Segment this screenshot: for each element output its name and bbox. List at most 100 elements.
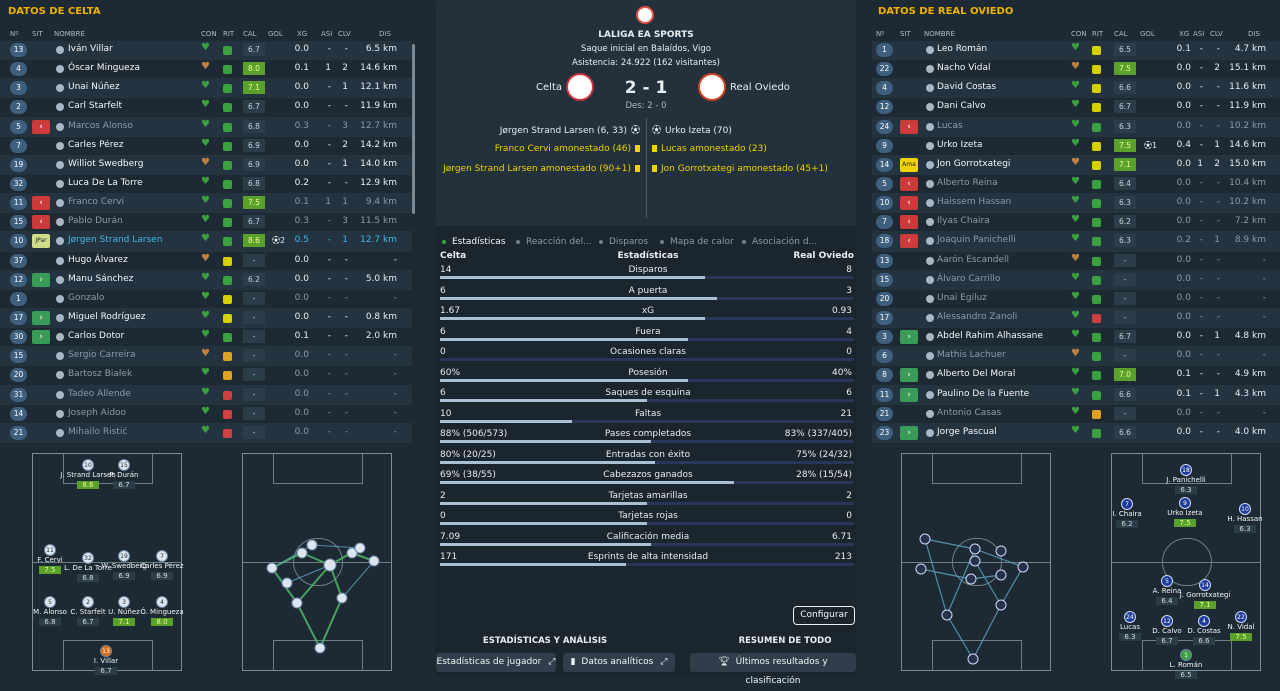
player-row[interactable]: 12 › Manu Sánchez ♥ 6.2 0.0 - - 5.0 km bbox=[0, 270, 412, 290]
player-name[interactable]: Joaquin Panichelli bbox=[937, 235, 1016, 246]
player-name[interactable]: Hugo Álvarez bbox=[68, 254, 128, 265]
formation-player[interactable]: 5 A. Reina 6.4 bbox=[1137, 575, 1197, 606]
player-name[interactable]: Óscar Mingueza bbox=[68, 63, 140, 74]
player-name[interactable]: Bartosz Białek bbox=[68, 369, 133, 380]
player-name[interactable]: Tadeo Allende bbox=[68, 388, 131, 399]
player-name[interactable]: Paulino De la Fuente bbox=[937, 388, 1030, 399]
formation-player[interactable]: 11 F. Cervi 7.5 bbox=[20, 544, 80, 575]
header-asi[interactable]: ASI bbox=[1193, 30, 1205, 38]
header-clv[interactable]: CLV bbox=[1210, 30, 1223, 38]
player-row[interactable]: 21 Mihailo Ristić ♥ - 0.0 - - - bbox=[0, 423, 412, 443]
formation-player[interactable]: 12 D. Calvo 6.7 bbox=[1137, 615, 1197, 646]
player-row[interactable]: 22 Nacho Vidal ♥ 7.5 0.0-2 15.1 km bbox=[872, 60, 1280, 80]
player-name[interactable]: Carles Pérez bbox=[68, 139, 124, 150]
player-row[interactable]: 3 › Abdel Rahim Alhassane ♥ 6.7 0.0-1 4.8 km bbox=[872, 328, 1280, 348]
header-xg[interactable]: XG bbox=[297, 30, 308, 38]
header-dis[interactable]: DIS bbox=[1248, 30, 1260, 38]
player-name[interactable]: Pablo Durán bbox=[68, 216, 123, 227]
player-name[interactable]: Alessandro Zanoli bbox=[937, 311, 1018, 322]
header-dis[interactable]: DIS bbox=[379, 30, 391, 38]
header-asi[interactable]: ASI bbox=[321, 30, 333, 38]
formation-player[interactable]: 10 J. Strand Larsen 8.6 bbox=[58, 459, 118, 490]
player-row[interactable]: 6 Mathis Lachuer ♥ -0.0- - - bbox=[872, 347, 1280, 367]
player-row[interactable]: 30 › Carlos Dotor ♥ - 0.1 - - 2.0 km bbox=[0, 328, 412, 348]
player-row[interactable]: 23 › Jorge Pascual ♥ 6.6 0.0- -4.0 km bbox=[872, 423, 1280, 443]
player-row[interactable]: 4 Óscar Mingueza ♥ 8.0 0.1 1 2 14.6 km bbox=[0, 60, 412, 80]
player-name[interactable]: Marcos Alonso bbox=[68, 120, 133, 131]
configure-button[interactable]: Configurar bbox=[793, 606, 855, 625]
header-clv[interactable]: CLV bbox=[338, 30, 351, 38]
player-name[interactable]: Lucas bbox=[937, 120, 963, 131]
player-name[interactable]: Gonzalo bbox=[68, 292, 105, 303]
player-name[interactable]: Álvaro Carrillo bbox=[937, 273, 1001, 284]
header-sit[interactable]: SIT bbox=[900, 30, 911, 38]
header-rit[interactable]: RIT bbox=[223, 30, 235, 38]
formation-player[interactable]: 2 C. Starfelt 6.7 bbox=[58, 596, 118, 627]
player-row[interactable]: 1 Leo Román ♥ 6.5 0.1- -4.7 km bbox=[872, 41, 1280, 61]
player-row[interactable]: 31 Tadeo Allende ♥ - 0.0 - - - bbox=[0, 385, 412, 405]
formation-player[interactable]: 24 Lucas 6.3 bbox=[1100, 611, 1160, 642]
formation-player[interactable]: 3 U. Núñez 7.1 bbox=[94, 596, 154, 627]
player-name[interactable]: Aarón Escandell bbox=[937, 254, 1010, 265]
header-rit[interactable]: RIT bbox=[1092, 30, 1104, 38]
tab-4[interactable]: Mapa de calor bbox=[660, 237, 734, 247]
player-row[interactable]: 2 Carl Starfelt ♥ 6.7 0.0 - - 11.9 km bbox=[0, 98, 412, 118]
header-name[interactable]: NOMBRE bbox=[924, 30, 955, 38]
header-num[interactable]: Nº bbox=[876, 30, 885, 38]
player-row[interactable]: 17 › Miguel Rodríguez ♥ - 0.0 - - 0.8 km bbox=[0, 308, 412, 329]
header-name[interactable]: NOMBRE bbox=[54, 30, 85, 38]
player-row[interactable]: 5 ‹ Alberto Reina ♥ 6.4 0.0- -10.4 km bbox=[872, 175, 1280, 195]
player-row[interactable]: 5 ‹ Marcos Alonso ♥ 6.8 0.3 -3 12.7 km bbox=[0, 117, 412, 137]
analytics-button[interactable]: ▮ Datos analíticos ⤢ bbox=[563, 653, 675, 672]
player-name[interactable]: Manu Sánchez bbox=[68, 273, 134, 284]
player-row[interactable]: 3 Unai Núñez ♥ 7.1 0.0 -1 12.1 km bbox=[0, 79, 412, 99]
formation-player[interactable]: 9 Urko Izeta 7.5 bbox=[1155, 497, 1215, 528]
tab-2[interactable]: Reacción del... bbox=[516, 237, 592, 247]
tab-5[interactable]: Asociación d... bbox=[742, 237, 817, 247]
player-name[interactable]: Urko Izeta bbox=[937, 139, 983, 150]
player-name[interactable]: Carlos Dotor bbox=[68, 331, 125, 342]
formation-player[interactable]: 7 Carles Pérez 6.9 bbox=[132, 550, 192, 581]
formation-player[interactable]: 18 J. Panichelli 6.3 bbox=[1156, 464, 1216, 495]
player-name[interactable]: Williot Swedberg bbox=[68, 158, 144, 169]
formation-player[interactable]: 32 L. De La Torre 6.8 bbox=[58, 552, 118, 583]
player-row[interactable]: 15 Álvaro Carrillo ♥ -0.0- - - bbox=[872, 270, 1280, 290]
player-name[interactable]: Miguel Rodríguez bbox=[68, 311, 146, 322]
formation-player[interactable]: 22 N. Vidal 7.5 bbox=[1211, 611, 1271, 642]
player-name[interactable]: Luca De La Torre bbox=[68, 177, 143, 188]
formation-player[interactable]: 7 I. Chaira 6.2 bbox=[1097, 498, 1157, 529]
player-row[interactable]: 21 Antonio Casas ♥ -0.0- - - bbox=[872, 405, 1280, 424]
player-row[interactable]: 32 Luca De La Torre ♥ 6.8 0.2 - - 12.9 km bbox=[0, 175, 412, 195]
player-row[interactable]: 15 ‹ Pablo Durán ♥ 6.7 0.3 -3 11.5 km bbox=[0, 213, 412, 233]
player-row[interactable]: 11 ‹ Franco Cervi ♥ 7.5 0.1 1 1 9.4 km bbox=[0, 194, 412, 214]
formation-player[interactable]: 14 J. Gorrotxategi 7.1 bbox=[1175, 579, 1235, 610]
player-row[interactable]: 4 David Costas ♥ 6.6 0.0- -11.6 km bbox=[872, 79, 1280, 99]
player-name[interactable]: Abdel Rahim Alhassane bbox=[937, 331, 1043, 342]
player-name[interactable]: Joseph Aidoo bbox=[68, 407, 127, 418]
player-name[interactable]: Dani Calvo bbox=[937, 101, 986, 112]
player-name[interactable]: Iván Villar bbox=[68, 44, 113, 54]
home-scrollbar[interactable] bbox=[412, 44, 415, 214]
player-name[interactable]: Ilyas Chaira bbox=[937, 216, 990, 227]
player-name[interactable]: Jørgen Strand Larsen bbox=[68, 235, 163, 246]
header-num[interactable]: Nº bbox=[10, 30, 19, 38]
player-name[interactable]: Mihailo Ristić bbox=[68, 426, 128, 437]
player-name[interactable]: Unai Egiluz bbox=[937, 292, 987, 303]
player-row[interactable]: 1 Gonzalo ♥ - 0.0 - - - bbox=[0, 290, 412, 309]
player-row[interactable]: 13 Aarón Escandell ♥ -0.0- - - bbox=[872, 252, 1280, 271]
player-row[interactable]: 7 Carles Pérez ♥ 6.9 0.0 -2 14.2 km bbox=[0, 137, 412, 156]
player-row[interactable]: 12 Dani Calvo ♥ 6.7 0.0- -11.9 km bbox=[872, 98, 1280, 118]
away-team-name[interactable]: Real Oviedo bbox=[730, 82, 790, 93]
player-row[interactable]: 10 ‹ Haissem Hassan ♥ 6.3 0.0- -10.2 km bbox=[872, 194, 1280, 214]
player-name[interactable]: Alberto Reina bbox=[937, 177, 998, 188]
player-name[interactable]: Franco Cervi bbox=[68, 197, 125, 208]
tab-3[interactable]: Disparos bbox=[599, 237, 648, 247]
header-con[interactable]: CON bbox=[201, 30, 217, 38]
formation-player[interactable]: 10 H. Hassan 6.3 bbox=[1215, 503, 1275, 534]
results-button[interactable]: 🏆︎ Últimos resultados y clasificación bbox=[690, 653, 856, 686]
player-row[interactable]: 9 Urko Izeta ♥ 7.5 ⚽︎1 0.4-1 14.6 km bbox=[872, 137, 1280, 156]
formation-player[interactable]: 15 P. Durán 6.7 bbox=[94, 459, 154, 490]
player-name[interactable]: Alberto Del Moral bbox=[937, 369, 1016, 380]
player-row[interactable]: 11 › Paulino De la Fuente ♥ 6.6 0.1-1 4.3 km bbox=[872, 385, 1280, 405]
header-sit[interactable]: SIT bbox=[32, 30, 43, 38]
